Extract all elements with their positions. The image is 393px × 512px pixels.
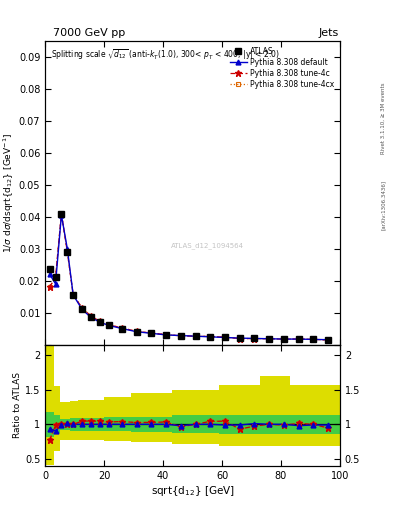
Bar xyxy=(70,401,78,440)
Bar xyxy=(219,415,231,434)
Bar xyxy=(278,415,290,434)
Bar xyxy=(70,418,78,431)
Text: 7000 GeV pp: 7000 GeV pp xyxy=(53,28,125,38)
Bar xyxy=(261,415,278,434)
Bar xyxy=(104,417,113,431)
Bar xyxy=(131,393,143,442)
Legend: ATLAS, Pythia 8.308 default, Pythia 8.308 tune-4c, Pythia 8.308 tune-4cx: ATLAS, Pythia 8.308 default, Pythia 8.30… xyxy=(228,45,336,91)
Bar xyxy=(202,415,219,433)
Bar xyxy=(278,376,290,446)
Bar xyxy=(131,417,143,432)
Bar xyxy=(290,415,308,434)
Text: [arXiv:1306.3436]: [arXiv:1306.3436] xyxy=(381,180,386,230)
Bar xyxy=(54,386,60,451)
Bar xyxy=(60,402,64,440)
Bar xyxy=(320,415,340,434)
Bar xyxy=(60,419,64,430)
Bar xyxy=(249,385,261,446)
Bar xyxy=(249,415,261,434)
Y-axis label: Ratio to ATLAS: Ratio to ATLAS xyxy=(13,372,22,438)
Text: Jets: Jets xyxy=(318,28,339,38)
Text: ATLAS_d12_1094564: ATLAS_d12_1094564 xyxy=(171,242,244,249)
Bar xyxy=(308,385,320,446)
Bar xyxy=(231,385,249,446)
Bar xyxy=(202,390,219,444)
Bar xyxy=(113,396,131,441)
Bar xyxy=(308,415,320,434)
Bar xyxy=(160,417,172,432)
Bar xyxy=(320,385,340,446)
Bar xyxy=(143,417,160,432)
Bar xyxy=(231,415,249,434)
Bar xyxy=(172,390,190,444)
Bar xyxy=(290,385,308,446)
Bar xyxy=(113,417,131,431)
Bar xyxy=(190,415,202,433)
Bar xyxy=(219,385,231,446)
Bar xyxy=(54,415,60,433)
Bar xyxy=(45,345,54,464)
Bar xyxy=(86,400,95,440)
Bar xyxy=(143,393,160,442)
Bar xyxy=(95,400,104,440)
Bar xyxy=(190,390,202,444)
Bar xyxy=(172,415,190,433)
Bar xyxy=(261,376,278,446)
Bar xyxy=(86,418,95,431)
Bar xyxy=(45,412,54,437)
Bar xyxy=(64,402,70,440)
Bar xyxy=(78,400,86,440)
X-axis label: sqrt{d$_{12}$} [GeV]: sqrt{d$_{12}$} [GeV] xyxy=(151,483,235,498)
Bar xyxy=(64,419,70,430)
Bar xyxy=(95,418,104,431)
Text: Splitting scale $\sqrt{d_{12}}$ (anti-$k_T$(1.0), 300< $p_T$ < 400, |y| < 2.0): Splitting scale $\sqrt{d_{12}}$ (anti-$k… xyxy=(51,47,280,62)
Bar xyxy=(160,393,172,442)
Bar xyxy=(104,396,113,441)
Text: Rivet 3.1.10, ≥ 3M events: Rivet 3.1.10, ≥ 3M events xyxy=(381,82,386,154)
Y-axis label: 1/$\sigma$ d$\sigma$/dsqrt{d$_{12}$} [GeV$^{-1}$]: 1/$\sigma$ d$\sigma$/dsqrt{d$_{12}$} [Ge… xyxy=(2,133,16,253)
Bar xyxy=(78,418,86,431)
